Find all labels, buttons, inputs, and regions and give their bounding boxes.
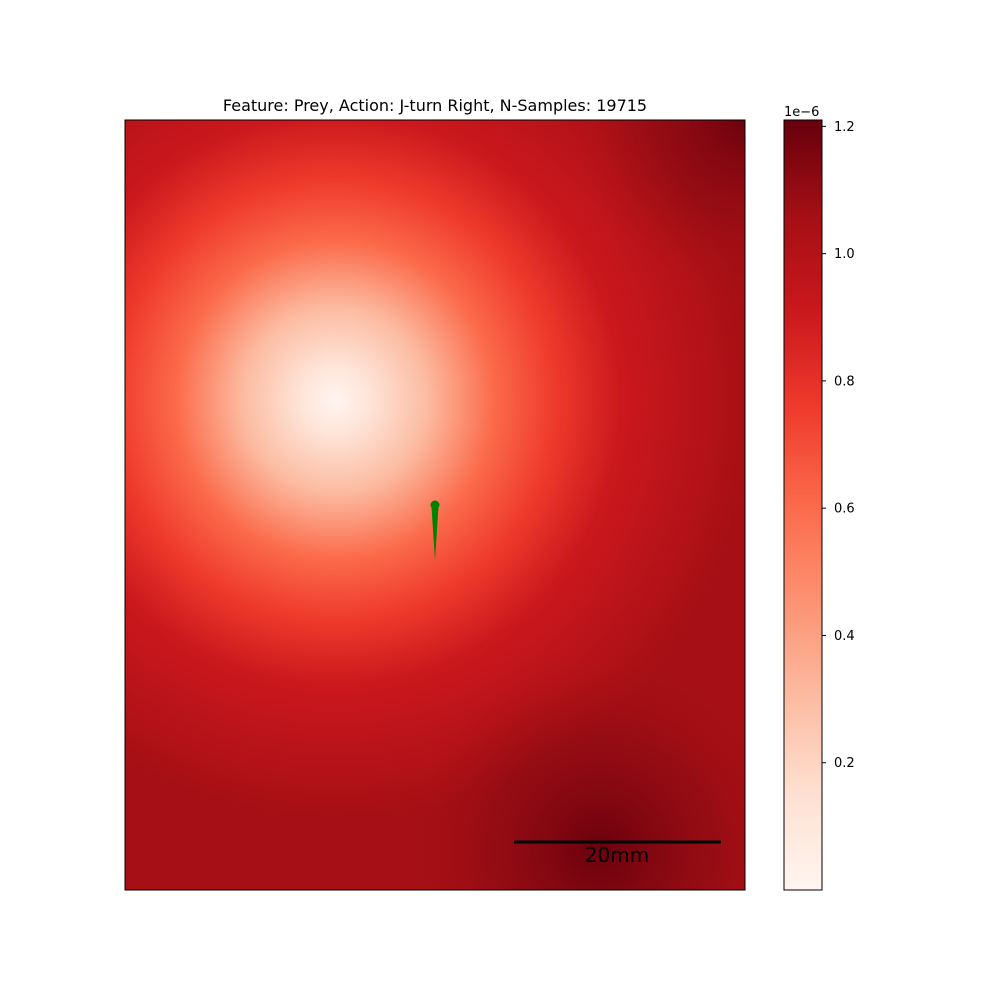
colorbar-tick-label: 0.8: [834, 374, 855, 389]
colorbar-tick-label: 0.6: [834, 502, 855, 517]
colorbar: 1e−6 0.2 0.4 0.6 0.8 1.0 1.2: [783, 105, 855, 891]
colorbar-tick-label: 1.0: [834, 247, 855, 262]
colorbar-tick-label: 0.2: [834, 756, 855, 771]
chart-title: Feature: Prey, Action: J-turn Right, N-S…: [223, 96, 647, 115]
plot-frame: [124, 119, 746, 891]
colorbar-tick-label: 0.4: [834, 629, 855, 644]
colorbar-frame: [783, 119, 823, 891]
colorbar-tick-label: 1.2: [834, 120, 855, 135]
fish-marker: [430, 500, 440, 560]
fish-tail: [431, 507, 439, 560]
heatmap-panel: 20mm: [125, 120, 745, 890]
fish-head: [430, 500, 440, 510]
scale-bar: 20mm: [514, 840, 721, 867]
scale-bar-label: 20mm: [585, 843, 649, 867]
colorbar-gradient: [784, 120, 822, 890]
colorbar-offset-label: 1e−6: [784, 105, 819, 120]
colorbar-ticks: 0.2 0.4 0.6 0.8 1.0 1.2: [822, 120, 855, 771]
